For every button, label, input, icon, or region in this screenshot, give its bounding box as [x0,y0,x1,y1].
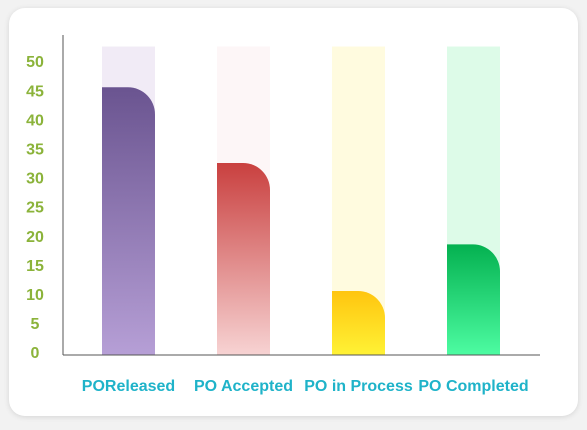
bar-1 [102,87,155,355]
y-tick-label-20: 20 [26,229,44,246]
y-tick-label-15: 15 [26,258,44,275]
y-tick-label-45: 45 [26,83,44,100]
axes-layer [62,35,540,356]
x-tick-labels: POReleased PO Accepted PO in Process PO Com… [82,378,529,395]
y-tick-label-50: 50 [26,54,44,71]
y-tick-label-5: 5 [31,316,40,333]
bar-4 [447,244,500,355]
y-tick-labels: 0 5 10 15 20 25 30 35 40 45 50 [26,54,44,362]
bar-2 [217,162,270,355]
y-tick-label-25: 25 [26,200,44,217]
bars-layer [102,46,500,355]
y-tick-label-30: 30 [26,171,44,188]
bar-3 [332,290,385,355]
x-tick-label-4: PO Completed [418,378,528,395]
x-tick-label-3: PO in Process [304,378,413,395]
y-tick-label-35: 35 [26,142,44,159]
x-tick-label-2: PO Accepted [194,378,293,395]
x-tick-label-1: POReleased [82,378,175,395]
y-tick-label-10: 10 [26,287,44,304]
y-tick-label-40: 40 [26,112,44,129]
y-tick-label-0: 0 [31,345,40,362]
